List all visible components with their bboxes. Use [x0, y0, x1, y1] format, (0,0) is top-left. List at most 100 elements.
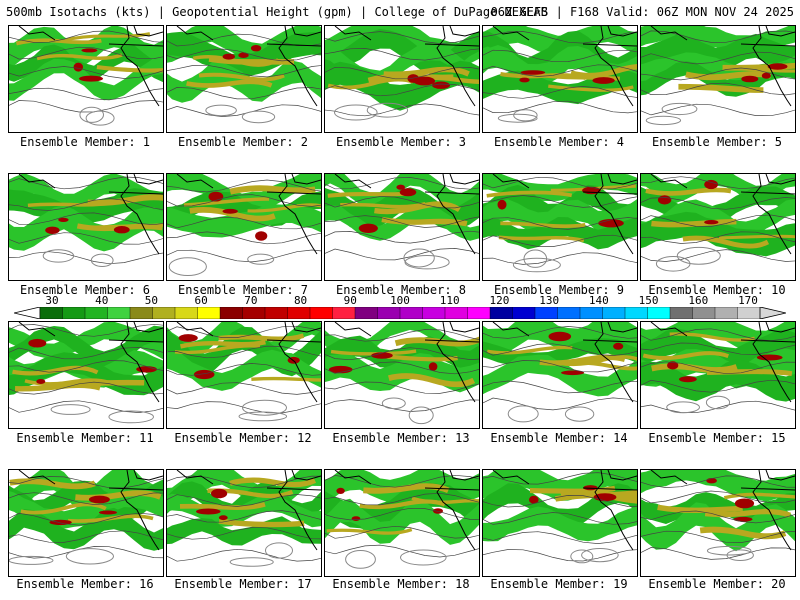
isotach-map — [167, 174, 321, 276]
isotach-core — [20, 502, 107, 515]
height-contour — [641, 400, 795, 414]
height-contour — [483, 252, 637, 265]
isotach-core — [486, 345, 573, 355]
colorbar-swatch — [287, 307, 311, 319]
height-contour — [325, 381, 479, 394]
height-contour — [167, 249, 321, 263]
isotach-maximum — [36, 379, 46, 384]
height-contour — [9, 347, 163, 360]
colorbar-swatch — [354, 307, 378, 319]
map-panel-member-18 — [324, 469, 480, 577]
height-contour — [167, 48, 321, 62]
colorbar-swatch — [737, 307, 761, 319]
height-contour — [705, 395, 731, 410]
height-contour — [9, 100, 163, 113]
isotach-map — [9, 26, 163, 126]
height-contour — [325, 399, 479, 412]
isotach-maximum — [58, 217, 69, 222]
isotach-maximum — [351, 516, 361, 521]
map-panel-member-10 — [640, 173, 796, 281]
height-contour — [167, 363, 321, 376]
isotach-map — [167, 322, 321, 422]
height-contour — [168, 257, 207, 276]
isotach-maximum — [598, 219, 624, 228]
height-contour — [325, 507, 479, 521]
member-caption: Ensemble Member: 11 — [16, 431, 154, 445]
isotach-core — [179, 502, 266, 510]
member-caption: Ensemble Member: 7 — [177, 283, 309, 297]
height-contour — [483, 176, 637, 190]
height-contour — [167, 527, 321, 540]
colorbar-swatch — [534, 307, 558, 319]
isotach-maximum — [218, 515, 228, 521]
height-contour — [641, 547, 795, 560]
colorbar-swatch — [579, 307, 603, 319]
height-contour — [9, 46, 163, 60]
isotach-core — [678, 83, 764, 93]
isotach-maximum — [222, 53, 235, 60]
isotach-band — [641, 198, 795, 239]
colorbar-swatch — [714, 307, 738, 319]
height-contour — [581, 548, 619, 563]
isotach-maximum — [592, 77, 615, 84]
isotach-core — [218, 518, 305, 528]
map-panel-member-5 — [640, 25, 796, 133]
isotach-core — [96, 64, 163, 73]
isotach-map — [483, 26, 637, 123]
isotach-core — [247, 203, 321, 213]
colorbar-swatch — [264, 307, 288, 319]
isotach-band — [167, 481, 321, 522]
isotach-maximum — [520, 70, 546, 75]
height-contour — [325, 103, 479, 117]
isotach-maximum — [413, 76, 436, 86]
colorbar-tick-label: 70 — [244, 294, 258, 307]
height-contour — [483, 531, 637, 544]
height-contour — [655, 256, 691, 272]
isotach-core — [179, 340, 266, 349]
height-contour — [65, 548, 115, 565]
height-contour — [483, 31, 637, 44]
isotach-maximum — [196, 508, 221, 515]
isotach-band — [9, 174, 163, 212]
isotach-maximum — [328, 365, 353, 374]
isotach-core — [85, 223, 163, 230]
height-contour — [325, 544, 479, 558]
isotach-maximum — [734, 498, 755, 509]
height-contour — [641, 214, 795, 227]
isotach-core — [229, 477, 317, 488]
isotach-maximum — [657, 195, 672, 205]
isotach-maximum — [45, 226, 60, 234]
header-title: 500mb Isotachs (kts) | Geopotential Heig… — [6, 5, 548, 19]
isotach-core — [189, 207, 276, 222]
isotach-core — [500, 221, 586, 228]
height-contour — [507, 405, 539, 423]
height-contour — [9, 30, 163, 43]
colorbar-swatch — [444, 307, 468, 319]
map-panel-member-1 — [8, 25, 164, 133]
isotach-maximum — [358, 223, 378, 233]
height-contour — [641, 328, 795, 342]
map-panel-member-3 — [324, 25, 480, 133]
height-contour — [403, 248, 435, 268]
member-caption: Ensemble Member: 20 — [648, 577, 786, 591]
isotach-band — [325, 498, 479, 545]
height-contour — [483, 495, 637, 508]
colorbar-tick-label: 110 — [439, 294, 460, 307]
colorbar-swatch — [489, 307, 513, 319]
height-contour — [9, 66, 163, 79]
height-contour — [167, 401, 321, 414]
height-contour — [641, 176, 795, 190]
member-caption: Ensemble Member: 9 — [493, 283, 625, 297]
colorbar-tick-label: 80 — [293, 294, 308, 307]
isotach-maximum — [583, 485, 598, 491]
height-contour — [325, 361, 479, 375]
height-contour — [570, 549, 594, 564]
isotach-maximum — [561, 370, 585, 376]
isotach-core — [729, 66, 795, 73]
height-contour — [167, 382, 321, 395]
height-contour — [325, 230, 479, 244]
isotach-core — [486, 190, 573, 198]
height-contour — [641, 249, 795, 262]
member-caption: Ensemble Member: 10 — [648, 283, 786, 297]
height-contour — [167, 64, 321, 78]
